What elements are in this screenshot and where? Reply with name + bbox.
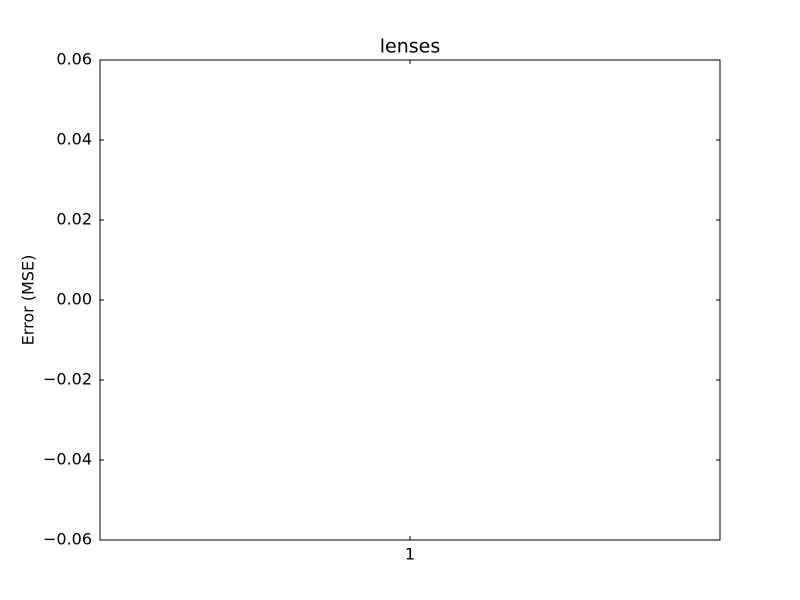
chart-title: lenses bbox=[380, 36, 441, 58]
y-tick-label: 0.06 bbox=[56, 50, 92, 69]
y-tick-label: 0.00 bbox=[56, 290, 92, 309]
x-tick-label: 1 bbox=[405, 545, 415, 564]
y-tick-label: −0.06 bbox=[43, 530, 92, 549]
y-tick-label: −0.02 bbox=[43, 370, 92, 389]
y-tick-label: 0.02 bbox=[56, 210, 92, 229]
y-tick-label: 0.04 bbox=[56, 130, 92, 149]
y-axis-label: Error (MSE) bbox=[19, 255, 38, 346]
y-tick-label: −0.04 bbox=[43, 450, 92, 469]
